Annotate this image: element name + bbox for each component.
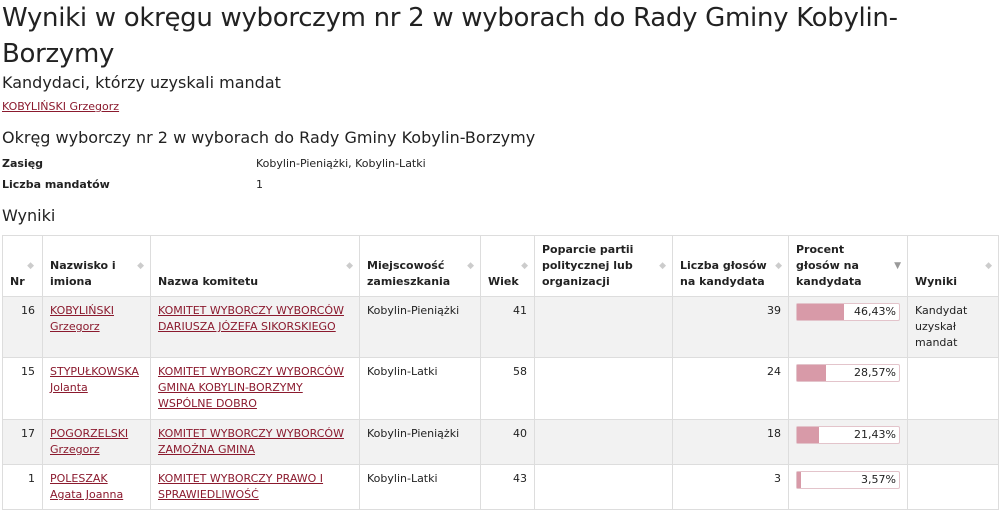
support-cell <box>534 419 673 465</box>
sort-icon[interactable]: ◆ <box>659 261 666 271</box>
percent-value: 21,43% <box>854 428 896 441</box>
age-cell: 41 <box>480 296 535 358</box>
age-cell: 43 <box>480 464 535 510</box>
committee-link[interactable]: KOMITET WYBORCZY WYBORCÓW ZAMOŻNA GMINA <box>158 427 344 456</box>
page-title: Wyniki w okręgu wyborczym nr 2 w wyborac… <box>2 3 898 69</box>
percent-bar: 3,57% <box>796 471 900 489</box>
sort-icon[interactable]: ◆ <box>27 261 34 271</box>
column-label: Miejscowość zamieszkania <box>367 259 451 288</box>
percent-bar: 46,43% <box>796 303 900 321</box>
nr-cell: 17 <box>2 419 43 465</box>
committee-link[interactable]: KOMITET WYBORCZY PRAWO I SPRAWIEDLIWOŚĆ <box>158 472 324 501</box>
column-header[interactable]: Miejscowość zamieszkania ◆ <box>359 235 481 297</box>
table-row: 1 POLESZAK Agata Joanna KOMITET WYBORCZY P… <box>2 464 999 510</box>
percent-value: 3,57% <box>861 473 896 486</box>
elected-candidate-link[interactable]: KOBYLIŃSKI Grzegorz <box>2 100 120 113</box>
place-cell: Kobylin-Pieniążki <box>359 296 481 358</box>
support-cell <box>534 296 673 358</box>
place-cell: Kobylin-Latki <box>359 464 481 510</box>
column-header[interactable]: Wyniki ◆ <box>907 235 999 297</box>
district-info: Zasięg Kobylin-Pieniążki, Kobylin-Latki L… <box>2 153 998 195</box>
sort-icon[interactable]: ◆ <box>521 261 528 271</box>
percent-value: 46,43% <box>854 305 896 318</box>
nr-cell: 1 <box>2 464 43 510</box>
sort-icon[interactable]: ◆ <box>467 261 474 271</box>
votes-cell: 39 <box>672 296 789 358</box>
column-header[interactable]: Procent głosów na kandydata ▼ <box>788 235 908 297</box>
nr-cell: 15 <box>2 357 43 420</box>
sort-icon[interactable]: ◆ <box>775 261 782 271</box>
column-label: Wiek <box>488 275 519 288</box>
candidate-link[interactable]: STYPUŁKOWSKA Jolanta <box>50 365 139 394</box>
table-row: 17 POGORZELSKI Grzegorz KOMITET WYBORCZY W… <box>2 419 999 465</box>
elected-heading: Kandydaci, którzy uzyskali mandat <box>2 73 281 92</box>
candidate-link[interactable]: KOBYLIŃSKI Grzegorz <box>50 304 114 333</box>
table-row: 15 STYPUŁKOWSKA Jolanta KOMITET WYBORCZY W… <box>2 357 999 420</box>
support-cell <box>534 357 673 420</box>
candidate-link[interactable]: POLESZAK Agata Joanna <box>50 472 124 501</box>
result-cell <box>907 419 999 465</box>
percent-bar-fill <box>797 365 827 381</box>
candidate-link[interactable]: POGORZELSKI Grzegorz <box>50 427 129 456</box>
votes-cell: 18 <box>672 419 789 465</box>
percent-bar-fill <box>797 304 845 320</box>
age-cell: 40 <box>480 419 535 465</box>
district-heading: Okręg wyborczy nr 2 w wyborach do Rady G… <box>2 128 536 147</box>
votes-cell: 24 <box>672 357 789 420</box>
place-cell: Kobylin-Latki <box>359 357 481 420</box>
percent-bar: 28,57% <box>796 364 900 382</box>
percent-bar-fill <box>797 427 819 443</box>
percent-value: 28,57% <box>854 366 896 379</box>
zasieg-label: Zasięg <box>2 157 44 170</box>
sort-icon[interactable]: ◆ <box>137 261 144 271</box>
committee-link[interactable]: KOMITET WYBORCZY WYBORCÓW GMINA KOBYLIN-… <box>158 365 344 410</box>
mandaty-label: Liczba mandatów <box>2 178 110 191</box>
column-label: Wyniki <box>915 275 957 288</box>
table-row: 16 KOBYLIŃSKI Grzegorz KOMITET WYBORCZY WY… <box>2 296 999 358</box>
column-header[interactable]: Poparcie partii politycznej lub organiza… <box>534 235 673 297</box>
zasieg-value: Kobylin-Pieniążki, Kobylin-Latki <box>256 157 426 170</box>
column-label: Procent głosów na kandydata <box>796 243 862 288</box>
result-cell: Kandydat uzyskał mandat <box>907 296 999 358</box>
votes-cell: 3 <box>672 464 789 510</box>
age-cell: 58 <box>480 357 535 420</box>
result-cell <box>907 357 999 420</box>
nr-cell: 16 <box>2 296 43 358</box>
sort-desc-icon[interactable]: ▼ <box>894 261 901 271</box>
sort-icon[interactable]: ◆ <box>346 261 353 271</box>
results-table: Nr ◆ Nazwisko i imiona ◆ Nazwa komitetu ◆ Miej… <box>2 235 999 510</box>
support-cell <box>534 464 673 510</box>
percent-bar: 21,43% <box>796 426 900 444</box>
column-header[interactable]: Nazwa komitetu ◆ <box>150 235 360 297</box>
column-header[interactable]: Nazwisko i imiona ◆ <box>42 235 151 297</box>
column-label: Liczba głosów na kandydata <box>680 259 767 288</box>
column-header[interactable]: Wiek ◆ <box>480 235 535 297</box>
column-header[interactable]: Nr ◆ <box>2 235 43 297</box>
sort-icon[interactable]: ◆ <box>985 261 992 271</box>
column-label: Nazwisko i imiona <box>50 259 116 288</box>
mandaty-value: 1 <box>256 178 263 191</box>
percent-bar-fill <box>797 472 801 488</box>
committee-link[interactable]: KOMITET WYBORCZY WYBORCÓW DARIUSZA JÓZEF… <box>158 304 344 333</box>
column-label: Nazwa komitetu <box>158 275 259 288</box>
results-heading: Wyniki <box>2 206 56 225</box>
column-header[interactable]: Liczba głosów na kandydata ◆ <box>672 235 789 297</box>
place-cell: Kobylin-Pieniążki <box>359 419 481 465</box>
result-cell <box>907 464 999 510</box>
column-label: Poparcie partii politycznej lub organiza… <box>542 243 634 288</box>
column-label: Nr <box>10 275 25 288</box>
